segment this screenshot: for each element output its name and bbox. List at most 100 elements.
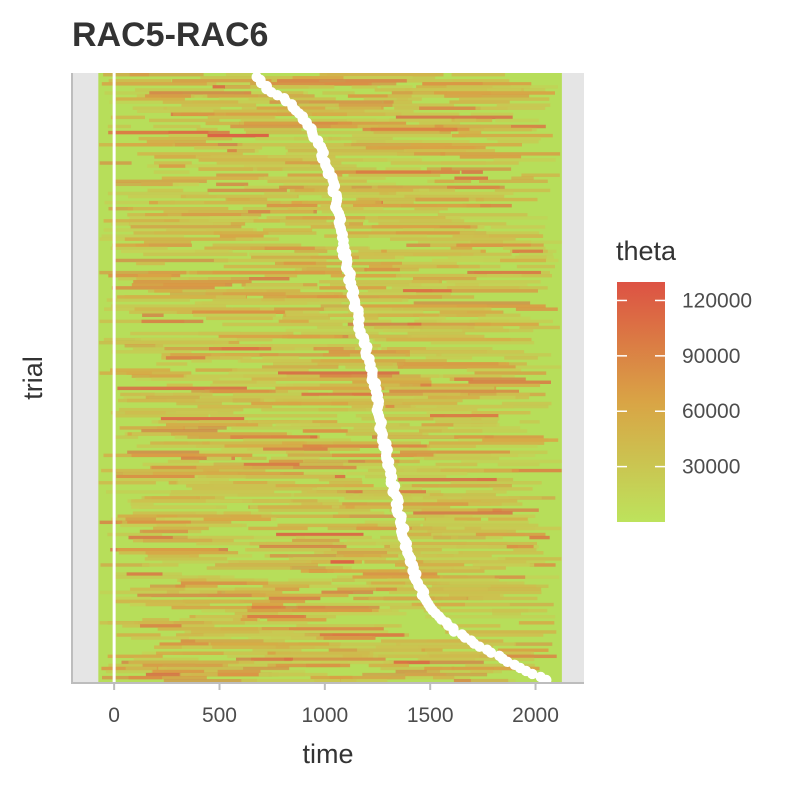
- heatmap-cell: [205, 499, 291, 503]
- heatmap-cell: [189, 554, 253, 558]
- heatmap-cell: [425, 615, 556, 619]
- heatmap-cell: [409, 350, 525, 354]
- heatmap-cell: [452, 79, 510, 83]
- heatmap-cell: [131, 283, 226, 287]
- heatmap-cell: [322, 91, 355, 95]
- heatmap-cell: [332, 514, 449, 518]
- heatmap-cell: [327, 216, 445, 220]
- heatmap-cell: [458, 264, 501, 269]
- heatmap-cell: [267, 179, 367, 184]
- heatmap-cell: [277, 523, 378, 528]
- heatmap-cell: [310, 675, 353, 680]
- heatmap-cell: [413, 277, 477, 281]
- heatmap-cell: [369, 651, 450, 655]
- heatmap-cell: [206, 474, 335, 479]
- heatmap-cell: [454, 118, 477, 123]
- heatmap-cell: [267, 618, 327, 622]
- heatmap-cell: [422, 82, 483, 86]
- heatmap-cell: [207, 188, 287, 193]
- heatmap-cell: [393, 88, 487, 92]
- heatmap-cell: [396, 97, 422, 101]
- heatmap-cell: [408, 554, 492, 558]
- heatmap-cell: [151, 496, 215, 500]
- heatmap-cell: [131, 499, 243, 503]
- heatmap-cell: [101, 82, 217, 86]
- heatmap-cell: [419, 106, 481, 110]
- heatmap-cell: [377, 401, 458, 406]
- heatmap-cell: [465, 490, 507, 494]
- heatmap-cell: [148, 289, 263, 293]
- heatmap-cell: [409, 283, 528, 287]
- heatmap-cell: [317, 362, 404, 366]
- heatmap-cell: [479, 286, 548, 290]
- heatmap-cell: [384, 386, 495, 391]
- heatmap-cell: [131, 636, 189, 640]
- heatmap-cell: [266, 347, 317, 351]
- heatmap-cells: [98, 73, 562, 683]
- heatmap-cell: [210, 642, 330, 646]
- heatmap-cell: [141, 319, 204, 324]
- heatmap-cell: [131, 453, 253, 458]
- heatmap-cell: [299, 462, 398, 467]
- heatmap-cell: [348, 173, 441, 177]
- heatmap-cell: [475, 197, 538, 202]
- heatmap-cell: [325, 566, 352, 570]
- heatmap-cell: [436, 353, 552, 357]
- heatmap-cell: [364, 520, 464, 525]
- heatmap-cell: [252, 648, 302, 652]
- heatmap-cell: [390, 161, 519, 165]
- heatmap-cell: [282, 642, 401, 646]
- heatmap-cell: [198, 167, 283, 171]
- heatmap-cell: [386, 249, 481, 254]
- heatmap-cell: [225, 197, 268, 202]
- heatmap-cell: [411, 334, 484, 339]
- heatmap-cell: [104, 91, 183, 95]
- heatmap-cell: [346, 471, 468, 476]
- heatmap-cell: [296, 624, 402, 628]
- heatmap-cell: [181, 213, 262, 217]
- heatmap-cell: [110, 115, 145, 120]
- heatmap-cell: [371, 228, 435, 232]
- heatmap-cell: [246, 581, 332, 585]
- heatmap-cell: [319, 73, 437, 77]
- heatmap-cell: [129, 216, 259, 220]
- heatmap-cell: [206, 566, 292, 570]
- heatmap-cell: [195, 615, 243, 619]
- heatmap-cell: [342, 502, 469, 506]
- heatmap-cell: [450, 481, 542, 485]
- heatmap-cell: [287, 103, 393, 107]
- heatmap-cell: [119, 426, 185, 430]
- heatmap-cell: [319, 280, 439, 284]
- heatmap-cell: [301, 331, 379, 336]
- heatmap-cell: [511, 176, 534, 180]
- heatmap-cell: [242, 206, 322, 211]
- heatmap-cell: [160, 417, 245, 421]
- heatmap-cell: [326, 313, 414, 317]
- heatmap-cell: [270, 210, 314, 214]
- heatmap-cell: [118, 407, 244, 412]
- heatmap-cell: [207, 133, 269, 138]
- heatmap-cell: [419, 121, 460, 126]
- heatmap-cell: [107, 191, 209, 196]
- rt-marker: [448, 626, 459, 637]
- x-tick-label: 1500: [407, 704, 454, 727]
- heatmap-cell: [251, 593, 349, 598]
- heatmap-cell: [99, 237, 140, 241]
- heatmap-cell: [396, 191, 514, 196]
- heatmap-cell: [348, 252, 474, 257]
- heatmap-cell: [233, 618, 258, 622]
- heatmap-cell: [278, 371, 400, 375]
- heatmap-cell: [248, 97, 336, 101]
- heatmap-cell: [259, 544, 347, 549]
- heatmap-cell: [315, 130, 440, 135]
- heatmap-cell: [269, 389, 309, 394]
- heatmap-cell: [285, 328, 388, 333]
- heatmap-cell: [519, 325, 560, 330]
- heatmap-cell: [100, 563, 150, 567]
- heatmap-cell: [478, 316, 531, 321]
- heatmap-cell: [422, 146, 476, 150]
- heatmap-cell: [269, 100, 394, 104]
- heatmap-cell: [495, 118, 539, 123]
- heatmap-cell: [501, 401, 552, 406]
- heatmap-cell: [490, 584, 537, 588]
